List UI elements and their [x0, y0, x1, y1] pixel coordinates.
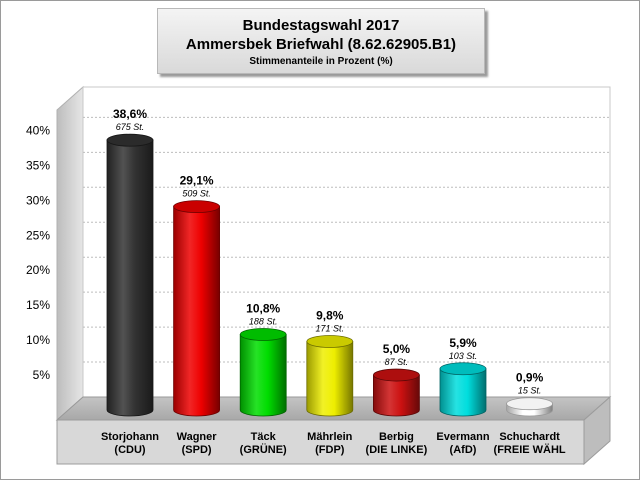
votes-label: 15 St.: [518, 386, 542, 396]
category-party: (SPD): [182, 444, 212, 456]
bar-top: [506, 397, 553, 411]
y-tick-label: 40%: [26, 123, 50, 137]
category-name: Storjohann: [101, 431, 159, 443]
category-name: Schuchardt: [499, 431, 560, 443]
title-box: Bundestagswahl 2017 Ammersbek Briefwahl …: [157, 8, 485, 74]
category-name: Wagner: [177, 431, 218, 443]
category-labels: Storjohann(CDU) Wagner(SPD) Täck(GRÜNE) Mäh…: [101, 431, 566, 456]
category-name: Berbig: [379, 431, 414, 443]
votes-label: 171 St.: [316, 323, 345, 333]
bar-body: [106, 139, 154, 417]
y-tick-label: 10%: [26, 333, 50, 347]
category-name: Evermann: [436, 431, 489, 443]
y-tick-label: 30%: [26, 193, 50, 207]
category-party: (CDU): [114, 444, 145, 456]
y-tick-label: 5%: [33, 368, 51, 382]
category-party: (FDP): [315, 444, 345, 456]
y-tick-label: 35%: [26, 158, 50, 172]
value-label: 10,8%: [246, 302, 280, 316]
votes-label: 675 St.: [116, 122, 145, 132]
value-label: 5,0%: [383, 342, 411, 356]
bar-top: [439, 362, 487, 376]
bar-body: [173, 206, 220, 417]
chart-title: Bundestagswahl 2017: [242, 17, 400, 34]
category-name: Täck: [251, 431, 277, 443]
votes-label: 103 St.: [449, 351, 478, 361]
chart-subtitle: Ammersbek Briefwahl (8.62.62905.B1): [185, 36, 457, 53]
value-label: 38,6%: [113, 107, 147, 121]
category-name: Mährlein: [307, 431, 353, 443]
left-wall: [56, 85, 84, 422]
y-tick-label: 25%: [26, 228, 50, 242]
bar-top: [306, 335, 354, 348]
y-tick-label: 20%: [26, 263, 50, 277]
bar-body: [373, 374, 420, 417]
category-party: (GRÜNE): [240, 443, 287, 456]
votes-label: 87 St.: [385, 357, 409, 367]
bar-body: [239, 334, 287, 417]
value-label: 29,1%: [180, 174, 214, 188]
bars: [106, 133, 553, 417]
bar-body: [439, 368, 487, 417]
data-labels: 38,6%675 St. 29,1%509 St. 10,8%188 St. 9,8%…: [113, 107, 544, 396]
plinth-side: [583, 395, 611, 466]
bar-top: [239, 328, 287, 341]
value-label: 0,9%: [516, 371, 544, 385]
votes-label: 509 St.: [182, 189, 211, 199]
category-party: (DIE LINKE): [366, 444, 428, 456]
y-tick-label: 15%: [26, 298, 50, 312]
value-label: 9,8%: [316, 308, 344, 322]
category-party: (AfD): [450, 444, 477, 456]
y-axis-ticks: 5% 10% 15% 20% 25% 30% 35% 40%: [26, 123, 50, 382]
bar-top: [372, 368, 420, 382]
category-party: (FREIE WÄHL: [494, 443, 566, 456]
bar-top: [173, 200, 221, 213]
value-label: 5,9%: [449, 336, 477, 350]
y-axis-label: Stimmenanteile in Prozent (%): [249, 56, 393, 67]
votes-label: 188 St.: [249, 317, 278, 327]
bar-body: [306, 341, 354, 417]
bar-top: [106, 133, 154, 147]
